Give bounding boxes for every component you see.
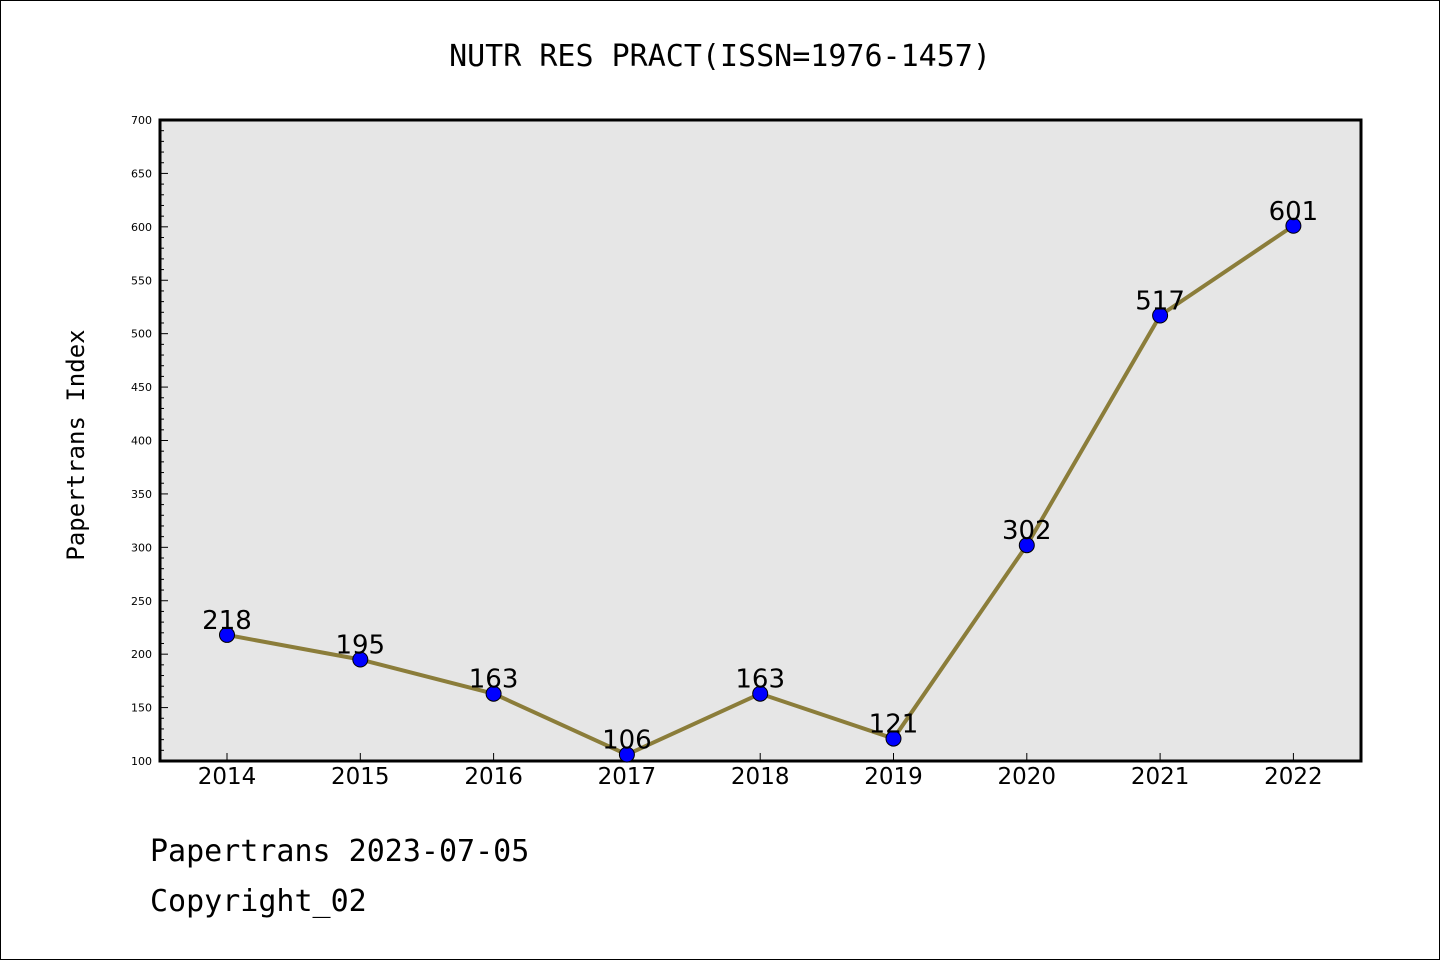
y-tick-label: 400 xyxy=(131,435,152,448)
data-point-2014 xyxy=(219,626,235,643)
x-axis: 2014 2015 2016 2017 2018 2019 2020 2021 2022 xyxy=(198,753,1323,790)
x-tick-label: 2019 xyxy=(864,764,923,790)
data-point-2017 xyxy=(618,746,635,763)
x-tick-label: 2014 xyxy=(198,764,257,790)
x-tick-label: 2018 xyxy=(731,764,790,790)
y-tick-label: 500 xyxy=(131,328,152,341)
data-label-2019: 121 xyxy=(869,710,919,740)
y-tick-label: 300 xyxy=(131,541,152,554)
data-label-2017: 106 xyxy=(602,726,652,756)
x-tick-label: 2015 xyxy=(331,764,390,790)
data-label-2018: 163 xyxy=(735,665,785,695)
y-tick-label: 550 xyxy=(131,274,152,287)
y-axis-label: Papertrans Index xyxy=(62,329,90,560)
x-tick-label: 2021 xyxy=(1131,764,1190,790)
data-point-2020 xyxy=(1018,537,1035,554)
x-tick-label: 2020 xyxy=(998,764,1057,790)
y-tick-label: 200 xyxy=(131,648,152,661)
data-point-2015 xyxy=(352,651,369,668)
data-point-2019 xyxy=(885,730,902,747)
data-point-2022 xyxy=(1285,217,1302,234)
y-tick-label: 700 xyxy=(131,114,152,127)
data-label-2022: 601 xyxy=(1269,197,1319,227)
chart-title: NUTR RES PRACT(ISSN=1976-1457) xyxy=(449,39,991,74)
y-tick-label: 600 xyxy=(131,221,152,234)
data-label-2015: 195 xyxy=(335,631,385,661)
footer-date: Papertrans 2023-07-05 xyxy=(150,834,530,869)
data-labels: 218 195 163 106 163 121 302 517 601 xyxy=(202,197,1318,756)
y-tick-label: 250 xyxy=(131,595,152,608)
y-tick-label: 350 xyxy=(131,488,152,501)
footer-copyright: Copyright_02 xyxy=(150,884,367,919)
y-tick-label: 150 xyxy=(131,702,152,715)
series-markers xyxy=(219,217,1302,763)
data-label-2016: 163 xyxy=(469,665,519,695)
data-label-2020: 302 xyxy=(1002,516,1052,546)
data-label-2021: 517 xyxy=(1135,287,1185,317)
data-label-2014: 218 xyxy=(202,606,252,636)
x-tick-label: 2017 xyxy=(598,764,657,790)
y-tick-label: 100 xyxy=(131,755,152,768)
y-tick-label: 650 xyxy=(131,167,152,180)
y-axis: 100 150 200 250 300 350 400 450 500 550 600 650 700 xyxy=(131,114,168,768)
x-tick-label: 2022 xyxy=(1264,764,1323,790)
data-point-2018 xyxy=(752,685,769,702)
data-point-2021 xyxy=(1152,307,1169,324)
data-point-2016 xyxy=(485,685,502,702)
y-tick-label: 450 xyxy=(131,381,152,394)
x-tick-label: 2016 xyxy=(464,764,523,790)
